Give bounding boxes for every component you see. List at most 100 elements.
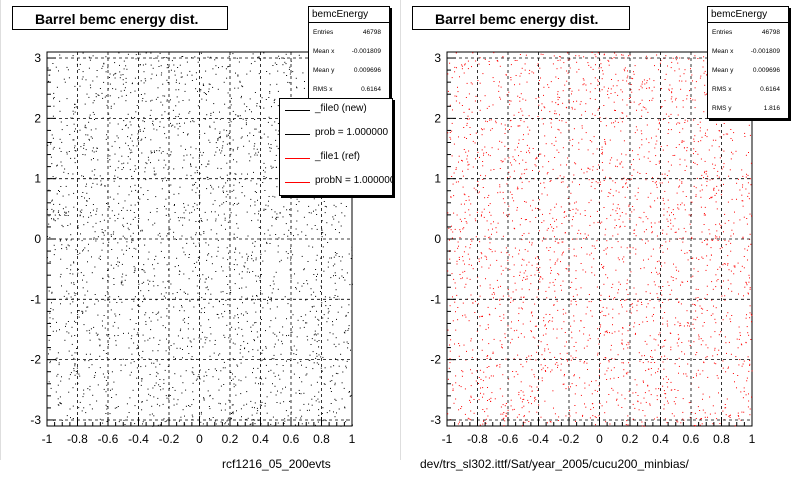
scatter-point (653, 338, 655, 340)
scatter-point (48, 290, 50, 292)
scatter-point (320, 257, 322, 259)
scatter-point (684, 209, 686, 211)
scatter-point (677, 345, 679, 347)
scatter-point (714, 164, 716, 166)
scatter-point (155, 119, 157, 120)
scatter-point (219, 353, 221, 355)
scatter-point (270, 369, 272, 371)
scatter-point (247, 257, 249, 259)
scatter-point (172, 293, 174, 295)
scatter-point (302, 320, 304, 322)
scatter-point (59, 396, 61, 398)
scatter-point (215, 151, 217, 153)
scatter-point (605, 143, 607, 145)
scatter-point (77, 225, 79, 226)
scatter-point (676, 106, 678, 108)
scatter-point (49, 261, 51, 263)
scatter-point (733, 132, 735, 134)
scatter-point (268, 296, 269, 298)
scatter-point (670, 222, 672, 224)
scatter-point (716, 185, 718, 187)
scatter-point (719, 248, 721, 250)
scatter-point (556, 362, 558, 364)
scatter-point (196, 187, 198, 189)
scatter-point (78, 310, 80, 312)
scatter-point (66, 415, 68, 417)
scatter-point (199, 296, 200, 298)
scatter-point (69, 223, 71, 225)
scatter-point (609, 177, 611, 179)
scatter-point (471, 111, 473, 113)
scatter-point (142, 334, 144, 336)
scatter-point (313, 210, 314, 212)
scatter-point (534, 397, 536, 399)
scatter-point (521, 110, 523, 112)
scatter-point (572, 216, 574, 218)
scatter-point (521, 401, 523, 403)
scatter-point (680, 204, 682, 206)
scatter-point (152, 264, 153, 266)
scatter-point (130, 204, 132, 206)
scatter-point (463, 251, 465, 253)
scatter-point (110, 234, 112, 236)
scatter-point (75, 293, 77, 295)
scatter-point (102, 242, 104, 244)
scatter-point (129, 152, 131, 154)
scatter-point (502, 160, 504, 162)
scatter-point (72, 418, 74, 419)
scatter-point (254, 407, 255, 409)
scatter-point (468, 418, 470, 420)
scatter-point (562, 181, 564, 183)
scatter-point (191, 211, 193, 213)
scatter-point (56, 193, 58, 195)
scatter-point (89, 114, 91, 116)
scatter-point (159, 424, 161, 426)
scatter-point (636, 310, 638, 312)
scatter-point (656, 399, 658, 401)
scatter-point (217, 250, 219, 252)
scatter-point (65, 206, 67, 208)
scatter-point (669, 293, 671, 295)
scatter-point (222, 367, 224, 369)
scatter-point (261, 293, 263, 295)
scatter-point (493, 52, 495, 54)
scatter-point (472, 302, 474, 304)
scatter-point (335, 289, 337, 291)
scatter-point (78, 69, 80, 70)
scatter-point (458, 256, 460, 258)
scatter-point (119, 71, 121, 73)
scatter-point (213, 121, 215, 123)
scatter-point (79, 401, 81, 403)
scatter-point (195, 192, 197, 194)
scatter-point (603, 283, 605, 285)
scatter-point (597, 52, 599, 54)
scatter-point (699, 130, 701, 132)
scatter-point (253, 148, 255, 150)
scatter-point (209, 327, 211, 328)
scatter-point (519, 224, 521, 226)
scatter-point (681, 351, 683, 353)
scatter-point (215, 220, 217, 222)
scatter-point (636, 129, 638, 131)
scatter-point (659, 332, 661, 334)
scatter-point (516, 188, 518, 190)
scatter-point (65, 246, 67, 248)
scatter-point (672, 225, 674, 227)
scatter-point (102, 373, 104, 375)
scatter-point (601, 310, 603, 312)
scatter-point (89, 59, 91, 61)
scatter-point (74, 150, 76, 151)
scatter-point (470, 385, 472, 387)
scatter-point (543, 86, 545, 88)
scatter-point (92, 111, 94, 113)
scatter-point (622, 79, 624, 81)
scatter-point (587, 339, 589, 341)
scatter-point (205, 93, 207, 94)
scatter-point (502, 347, 503, 349)
scatter-point (73, 370, 75, 372)
scatter-point (208, 244, 210, 246)
scatter-point (510, 126, 512, 128)
scatter-point (99, 345, 101, 347)
scatter-point (85, 185, 87, 187)
scatter-point (651, 356, 653, 358)
